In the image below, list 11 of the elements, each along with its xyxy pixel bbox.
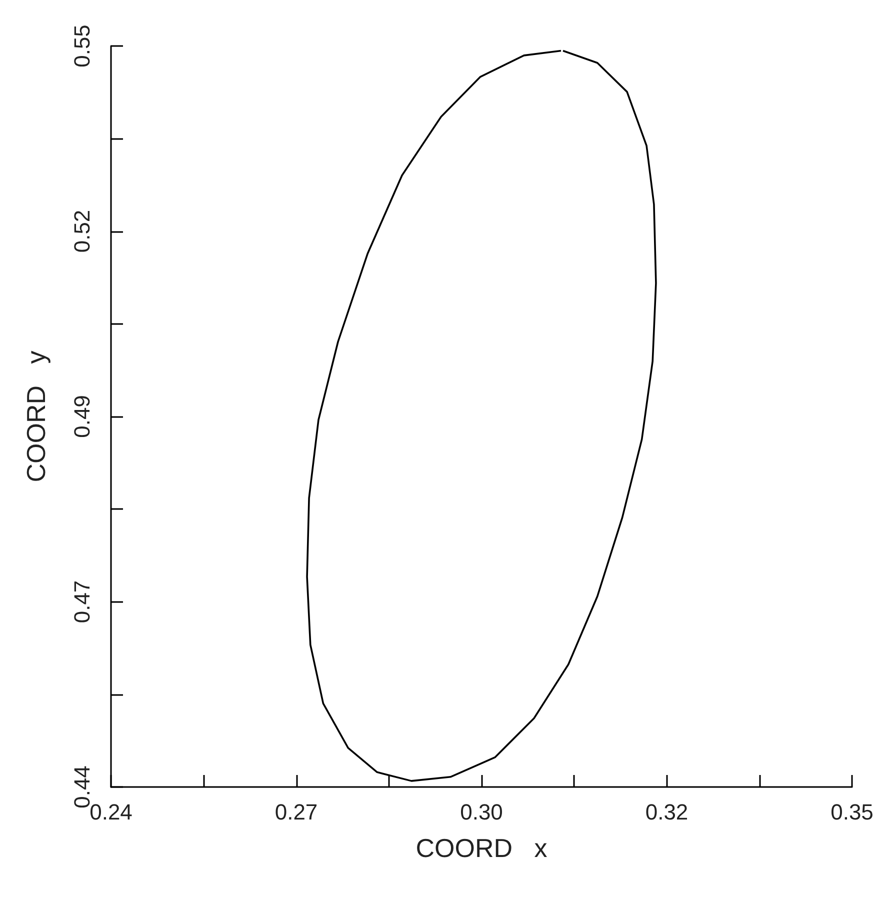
y-tick-label: 0.55 [70, 24, 94, 68]
y-tick-label: 0.52 [70, 210, 94, 253]
x-tick-label: 0.32 [645, 800, 688, 824]
x-tick-label: 0.24 [90, 800, 132, 824]
x-tick-label: 0.27 [274, 800, 318, 824]
y-axis-title: COORD y [21, 350, 51, 482]
y-tick-label: 0.47 [70, 580, 94, 624]
x-tick-label: 0.35 [830, 800, 874, 824]
x-tick-label: 0.30 [460, 800, 503, 824]
y-tick-label: 0.49 [70, 395, 94, 438]
x-axis-title: COORD x [416, 833, 548, 863]
